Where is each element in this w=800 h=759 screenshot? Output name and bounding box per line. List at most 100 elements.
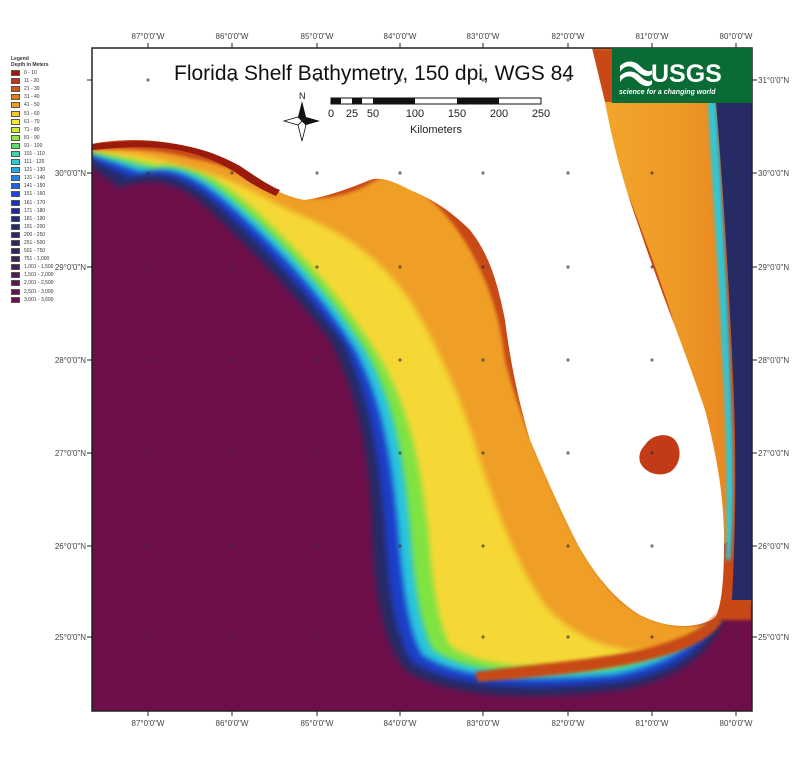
graticule-cross: [566, 451, 570, 455]
map-frame: [91, 47, 753, 712]
lon-label-bottom: 87°0'0"W: [132, 719, 165, 728]
legend-row: 3,001 - 3,600: [11, 296, 81, 304]
graticule-cross: [315, 78, 319, 82]
graticule-cross: [566, 171, 570, 175]
florida-land: [92, 48, 724, 626]
legend-swatch: [11, 223, 20, 230]
legend-row: 91 - 100: [11, 142, 81, 150]
lat-label-right: 25°0'0"N: [758, 633, 789, 642]
legend-row: 81 - 90: [11, 134, 81, 142]
lat-label-left: 26°0'0"N: [55, 542, 86, 551]
scale-label: 50: [367, 108, 379, 120]
legend-swatch: [11, 207, 20, 214]
legend-swatch: [11, 215, 20, 222]
lon-label-bottom: 82°0'0"W: [552, 719, 585, 728]
graticule-cross: [481, 451, 485, 455]
keys-shelf: [475, 615, 722, 682]
legend-row: 121 - 130: [11, 166, 81, 174]
scale-label: 250: [532, 108, 550, 120]
legend-swatch: [11, 256, 20, 263]
lat-label-left: 28°0'0"N: [55, 356, 86, 365]
graticule-cross: [566, 265, 570, 269]
legend-row: 51 - 60: [11, 109, 81, 117]
lon-label-top: 86°0'0"W: [216, 32, 249, 41]
lat-label-left: 25°0'0"N: [55, 633, 86, 642]
graticule-cross: [315, 171, 319, 175]
legend-label: 191 - 200: [24, 223, 46, 230]
svg-text:science for a changing world: science for a changing world: [619, 89, 716, 96]
legend-label: 0 - 10: [24, 70, 37, 77]
legend-row: 0 - 10: [11, 69, 81, 77]
graticule-cross: [230, 171, 234, 175]
lat-label-left: 29°0'0"N: [55, 263, 86, 272]
scale-labels: 0 25 50 100 150 200 250: [328, 108, 550, 120]
legend-row: 161 - 170: [11, 199, 81, 207]
legend-row: 31 - 40: [11, 93, 81, 101]
legend-items: 0 - 10 11 - 20 21 - 30 31 - 40 41 - 50 51 - 6…: [11, 69, 81, 304]
graticule-cross: [146, 358, 150, 362]
legend-label: 501 - 750: [24, 248, 46, 255]
legend-label: 51 - 60: [24, 110, 40, 117]
legend-label: 41 - 50: [24, 102, 40, 109]
legend-swatch: [11, 102, 20, 109]
legend-label: 81 - 90: [24, 134, 40, 141]
legend-row: 181 - 190: [11, 215, 81, 223]
graticule-cross: [481, 358, 485, 362]
legend-label: 151 - 160: [24, 191, 46, 198]
graticule-cross: [481, 265, 485, 269]
graticule-cross: [566, 78, 570, 82]
graticule-cross: [146, 635, 150, 639]
usgs-logo: USGS science for a changing world: [612, 48, 752, 103]
graticule-cross: [230, 451, 234, 455]
legend-swatch: [11, 280, 20, 287]
graticule-cross: [566, 635, 570, 639]
legend-row: 71 - 80: [11, 126, 81, 134]
graticule-cross: [146, 171, 150, 175]
legend-label: 101 - 110: [24, 150, 45, 157]
scale-units: Kilometers: [410, 124, 462, 136]
legend-swatch: [11, 110, 20, 117]
graticule-cross: [315, 358, 319, 362]
north-arrow-icon: [282, 101, 320, 142]
graticule-cross: [566, 544, 570, 548]
legend-swatch: [11, 240, 20, 247]
graticule-cross: [315, 451, 319, 455]
legend-row: 751 - 1,000: [11, 255, 81, 263]
legend-swatch: [11, 264, 20, 271]
usgs-waves-icon: [620, 61, 652, 87]
lon-label-bottom: 80°0'0"W: [720, 719, 753, 728]
legend-row: 2,501 - 3,000: [11, 288, 81, 296]
graticule-cross: [230, 265, 234, 269]
lat-label-right: 27°0'0"N: [758, 449, 789, 458]
graticule-cross: [315, 544, 319, 548]
graticule-cross: [650, 358, 654, 362]
legend-swatch: [11, 288, 20, 295]
legend-label: 1,001 - 1,500: [24, 264, 54, 271]
legend-row: 251 - 500: [11, 239, 81, 247]
legend-swatch: [11, 199, 20, 206]
legend-row: 61 - 70: [11, 118, 81, 126]
panhandle-coast: [92, 141, 280, 196]
legend-label: 111 - 120: [24, 159, 45, 166]
graticule-cross: [146, 78, 150, 82]
legend-label: 181 - 190: [24, 215, 46, 222]
legend-row: 1,501 - 2,000: [11, 271, 81, 279]
lat-label-left: 27°0'0"N: [55, 449, 86, 458]
legend-label: 171 - 180: [24, 207, 46, 214]
lon-label-bottom: 83°0'0"W: [467, 719, 500, 728]
lat-label-right: 26°0'0"N: [758, 542, 789, 551]
svg-text:USGS: USGS: [651, 60, 722, 88]
graticule-cross: [398, 171, 402, 175]
legend-label: 3,001 - 3,600: [24, 296, 54, 303]
scale-label: 150: [448, 108, 466, 120]
legend-row: 151 - 160: [11, 190, 81, 198]
graticule-cross: [230, 544, 234, 548]
legend-swatch: [11, 78, 20, 85]
graticule-cross: [734, 544, 738, 548]
scale-bar: [330, 97, 542, 105]
legend-swatch: [11, 118, 20, 125]
legend-swatch: [11, 86, 20, 93]
legend-row: 21 - 30: [11, 85, 81, 93]
north-label: N: [299, 91, 306, 101]
